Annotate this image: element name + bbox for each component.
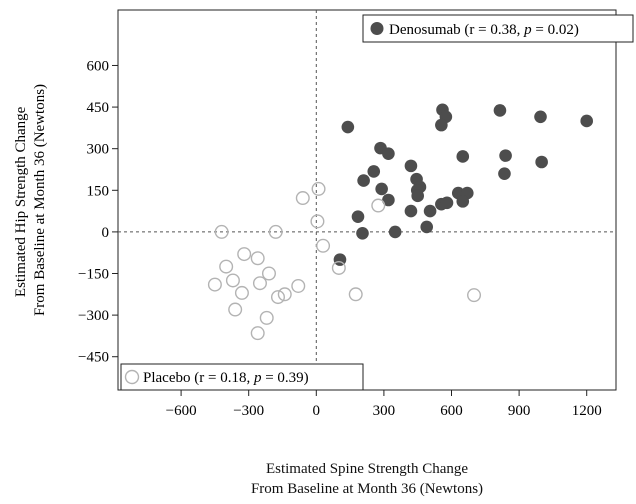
point-placebo xyxy=(277,287,292,302)
point-placebo xyxy=(207,277,222,292)
point-placebo xyxy=(250,326,265,341)
point-placebo xyxy=(310,214,325,229)
point-denosumab xyxy=(375,182,388,196)
point-denosumab xyxy=(404,159,418,173)
point-placebo xyxy=(252,276,267,291)
point-denosumab xyxy=(435,118,448,132)
y-tick-label: 600 xyxy=(87,58,110,74)
point-denosumab xyxy=(382,147,395,160)
y-axis-title: Estimated Hip Strength Change From Basel… xyxy=(13,84,48,316)
point-denosumab xyxy=(456,195,470,208)
point-denosumab xyxy=(499,149,512,162)
point-denosumab xyxy=(534,110,547,124)
x-tick-label: 300 xyxy=(373,403,396,419)
x-tick-label: −600 xyxy=(166,403,197,419)
y-tick-label: 450 xyxy=(87,100,110,116)
y-tick-label: 150 xyxy=(87,183,110,199)
point-placebo xyxy=(225,273,240,288)
legend-marker-placebo xyxy=(124,369,140,385)
x-axis: −600 −300 0 300 600 900 1200 xyxy=(166,390,602,419)
point-denosumab xyxy=(356,226,369,240)
point-denosumab xyxy=(440,196,454,210)
legend-label-denosumab: Denosumab (r = 0.38, p = 0.02) xyxy=(389,22,579,38)
point-denosumab xyxy=(423,204,437,218)
legend-box xyxy=(362,14,634,43)
legend-box xyxy=(120,363,364,391)
point-placebo xyxy=(237,247,252,262)
point-placebo xyxy=(219,259,234,274)
x-tick-label: 900 xyxy=(508,403,531,419)
point-denosumab xyxy=(382,193,395,207)
point-denosumab xyxy=(341,120,355,134)
plot-area xyxy=(117,9,617,391)
point-placebo xyxy=(467,288,482,303)
legend-label-placebo: Placebo (r = 0.18, p = 0.39) xyxy=(143,370,309,386)
point-placebo xyxy=(316,238,331,253)
point-placebo xyxy=(331,260,346,275)
point-denosumab xyxy=(404,204,418,218)
x-tick-label: 0 xyxy=(313,403,321,419)
y-tick-label: 0 xyxy=(102,225,110,241)
y-tick-label: −150 xyxy=(78,267,109,283)
y-tick-label: −300 xyxy=(78,308,109,324)
x-tick-label: −300 xyxy=(233,403,264,419)
legend-marker-denosumab xyxy=(370,22,384,35)
x-axis-title: Estimated Spine Strength Change From Bas… xyxy=(118,459,616,499)
x-tick-label: 1200 xyxy=(572,403,602,419)
point-placebo xyxy=(291,278,306,293)
point-placebo xyxy=(234,285,249,300)
data-points xyxy=(207,103,594,341)
point-denosumab xyxy=(456,150,470,163)
point-placebo xyxy=(348,287,363,302)
point-denosumab xyxy=(367,165,381,178)
point-denosumab xyxy=(411,189,425,203)
y-tick-label: −450 xyxy=(78,350,109,366)
point-placebo xyxy=(214,224,229,239)
point-placebo xyxy=(295,191,310,206)
point-denosumab xyxy=(498,167,511,180)
point-denosumab xyxy=(535,155,548,169)
point-denosumab xyxy=(351,210,365,223)
x-axis-title-line-2: From Baseline at Month 36 (Newtons) xyxy=(250,481,484,497)
point-denosumab xyxy=(357,174,370,187)
point-placebo xyxy=(250,251,265,266)
point-placebo xyxy=(371,198,386,213)
y-axis: −450 −300 −150 0 150 300 450 600 xyxy=(78,58,118,366)
y-tick-label: 300 xyxy=(87,142,110,158)
point-placebo xyxy=(311,181,326,196)
point-placebo xyxy=(261,266,276,281)
point-denosumab xyxy=(580,114,594,128)
point-denosumab xyxy=(388,225,402,239)
point-placebo xyxy=(270,290,285,305)
point-denosumab xyxy=(420,220,434,234)
legend-placebo: Placebo (r = 0.18, p = 0.39) xyxy=(120,363,364,391)
point-placebo xyxy=(268,224,283,239)
point-placebo xyxy=(259,310,274,325)
legend-denosumab: Denosumab (r = 0.38, p = 0.02) xyxy=(362,14,634,43)
point-denosumab xyxy=(493,104,507,117)
x-axis-title-line-1: Estimated Spine Strength Change xyxy=(265,461,469,477)
reference-lines xyxy=(118,10,616,390)
x-tick-label: 600 xyxy=(440,403,463,419)
point-placebo xyxy=(228,302,243,317)
